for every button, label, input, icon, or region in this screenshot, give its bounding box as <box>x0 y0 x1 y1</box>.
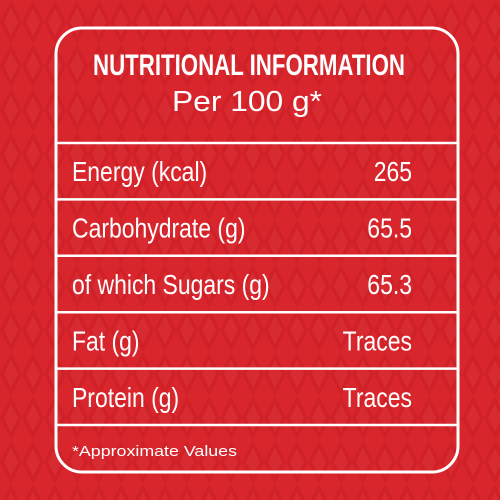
nutrition-table: Energy (kcal) 265 Carbohydrate (g) 65.5 of w… <box>57 157 457 427</box>
row-value: 65.3 <box>367 270 412 301</box>
row-label: Carbohydrate (g) <box>72 214 245 245</box>
row-value: 265 <box>374 157 412 188</box>
frame <box>54 26 460 474</box>
row-label: of which Sugars (g) <box>72 270 270 301</box>
row-value: Traces <box>343 383 412 414</box>
subtitle: Per 100 g* <box>172 86 322 118</box>
row-label: Protein (g) <box>72 383 179 414</box>
title: NUTRITIONAL INFORMATION <box>93 49 405 82</box>
row-label: Energy (kcal) <box>72 157 207 188</box>
footnote: *Approximate Values <box>72 443 237 460</box>
row-label: Fat (g) <box>72 326 140 357</box>
row-value: 65.5 <box>367 214 412 245</box>
row-value: Traces <box>343 326 412 357</box>
